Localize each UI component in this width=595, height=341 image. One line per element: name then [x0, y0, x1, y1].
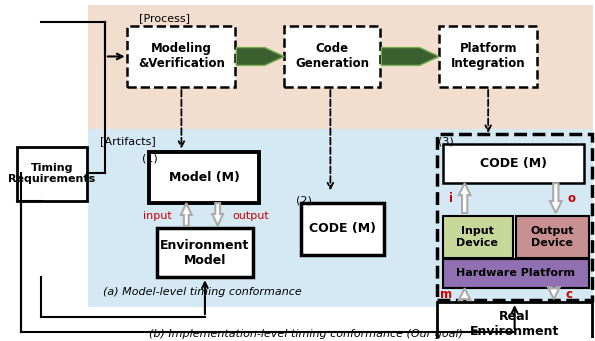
Polygon shape: [236, 47, 284, 65]
Text: i: i: [449, 192, 453, 205]
Text: [Artifacts]: [Artifacts]: [100, 136, 156, 146]
Text: o: o: [568, 192, 575, 205]
Text: (b) Implementation-level timing conformance (Our goal): (b) Implementation-level timing conforma…: [149, 329, 463, 339]
Bar: [284, 26, 380, 87]
Polygon shape: [459, 183, 471, 213]
Polygon shape: [181, 203, 192, 226]
Bar: [443, 144, 584, 183]
Bar: [443, 258, 589, 288]
Text: m: m: [440, 288, 452, 301]
Text: c: c: [566, 288, 572, 301]
Text: Environment
Model: Environment Model: [160, 239, 250, 267]
Text: (1): (1): [142, 153, 158, 163]
Polygon shape: [381, 47, 439, 65]
Text: Output
Device: Output Device: [530, 226, 574, 248]
Text: (a) Model-level timing conformance: (a) Model-level timing conformance: [103, 287, 302, 297]
Text: Model (M): Model (M): [168, 171, 239, 184]
Text: output: output: [233, 211, 269, 221]
Bar: [157, 228, 253, 277]
Text: (2): (2): [296, 195, 312, 205]
Bar: [127, 26, 235, 87]
Bar: [88, 129, 593, 307]
Bar: [443, 216, 513, 257]
Polygon shape: [550, 183, 562, 213]
Polygon shape: [212, 203, 223, 226]
Text: Input
Device: Input Device: [456, 226, 499, 248]
Text: input: input: [143, 211, 171, 221]
Bar: [516, 216, 589, 257]
Polygon shape: [548, 287, 560, 299]
Polygon shape: [459, 288, 471, 300]
Bar: [88, 5, 593, 129]
Text: CODE (M): CODE (M): [480, 157, 547, 170]
Text: [Process]: [Process]: [139, 13, 190, 23]
Text: Hardware Platform: Hardware Platform: [456, 268, 575, 278]
Text: Code
Generation: Code Generation: [295, 43, 369, 71]
Bar: [439, 26, 537, 87]
Text: Real
Environment: Real Environment: [470, 310, 559, 338]
Bar: [437, 302, 592, 341]
Bar: [437, 134, 592, 300]
Bar: [301, 203, 384, 255]
Text: Modeling
&Verification: Modeling &Verification: [138, 43, 225, 71]
Text: (3): (3): [438, 137, 454, 147]
Text: CODE (M): CODE (M): [309, 222, 375, 235]
Bar: [17, 147, 87, 201]
Text: Timing
Requirements: Timing Requirements: [8, 163, 96, 184]
Text: Platform
Integration: Platform Integration: [451, 43, 525, 71]
Bar: [149, 151, 259, 203]
